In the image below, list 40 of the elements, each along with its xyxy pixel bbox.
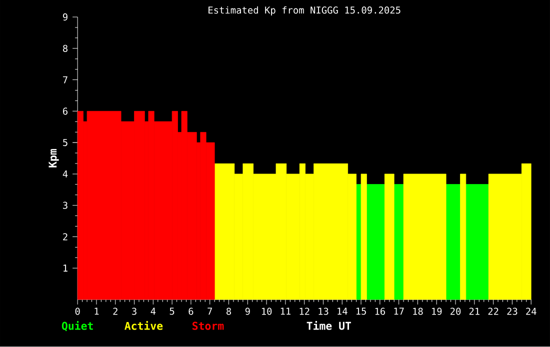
text: Active: [124, 321, 163, 330]
x-tick-label: 1: [94, 308, 99, 315]
x-tick-label: 9: [245, 308, 250, 316]
x-tick-label: 19: [432, 308, 442, 316]
y-axis-title: Kpm: [48, 149, 59, 168]
text: Quiet: [62, 321, 93, 332]
x-tick-label: 23: [507, 308, 518, 316]
x-tick-label: 15: [356, 308, 366, 315]
y-tick-label: 8: [63, 44, 68, 52]
y-tick-label: 6: [63, 108, 68, 115]
x-tick-label: 11: [280, 308, 290, 315]
x-axis-title: Time UT: [306, 321, 351, 330]
x-tick-label: 3: [132, 308, 136, 316]
x-tick-label: 10: [262, 308, 272, 316]
y-tick-label: 1: [64, 264, 68, 272]
x-tick-label: 5: [170, 308, 174, 315]
x-tick-label: 21: [469, 308, 480, 315]
x-tick-label: 8: [226, 308, 231, 316]
x-tick-label: 18: [413, 308, 423, 316]
x-tick-label: 13: [318, 308, 328, 316]
x-tick-label: 4: [150, 308, 156, 315]
y-tick-label: 9: [62, 14, 68, 21]
y-tick-label: 4: [62, 170, 68, 178]
x-tick-label: 0: [75, 308, 80, 316]
y-tick-label: 3: [63, 202, 68, 210]
x-tick-label: 6: [188, 308, 194, 316]
x-tick-label: 20: [450, 308, 461, 316]
x-tick-label: 12: [300, 308, 310, 315]
x-tick-label: 2: [113, 308, 118, 315]
x-tick-label: 14: [338, 308, 348, 315]
y-tick-label: 2: [63, 233, 68, 240]
y-tick-label: 7: [63, 76, 68, 84]
x-tick-label: 7: [208, 308, 212, 315]
text: Storm: [192, 322, 224, 330]
x-tick-label: 24: [526, 308, 536, 315]
x-tick-label: 17: [394, 308, 404, 315]
x-tick-label: 22: [488, 308, 498, 315]
y-tick-label: 5: [63, 139, 68, 146]
chart-title: Estimated Kp from NIGGG 15.09.2025: [208, 6, 400, 16]
x-tick-label: 16: [375, 308, 386, 316]
